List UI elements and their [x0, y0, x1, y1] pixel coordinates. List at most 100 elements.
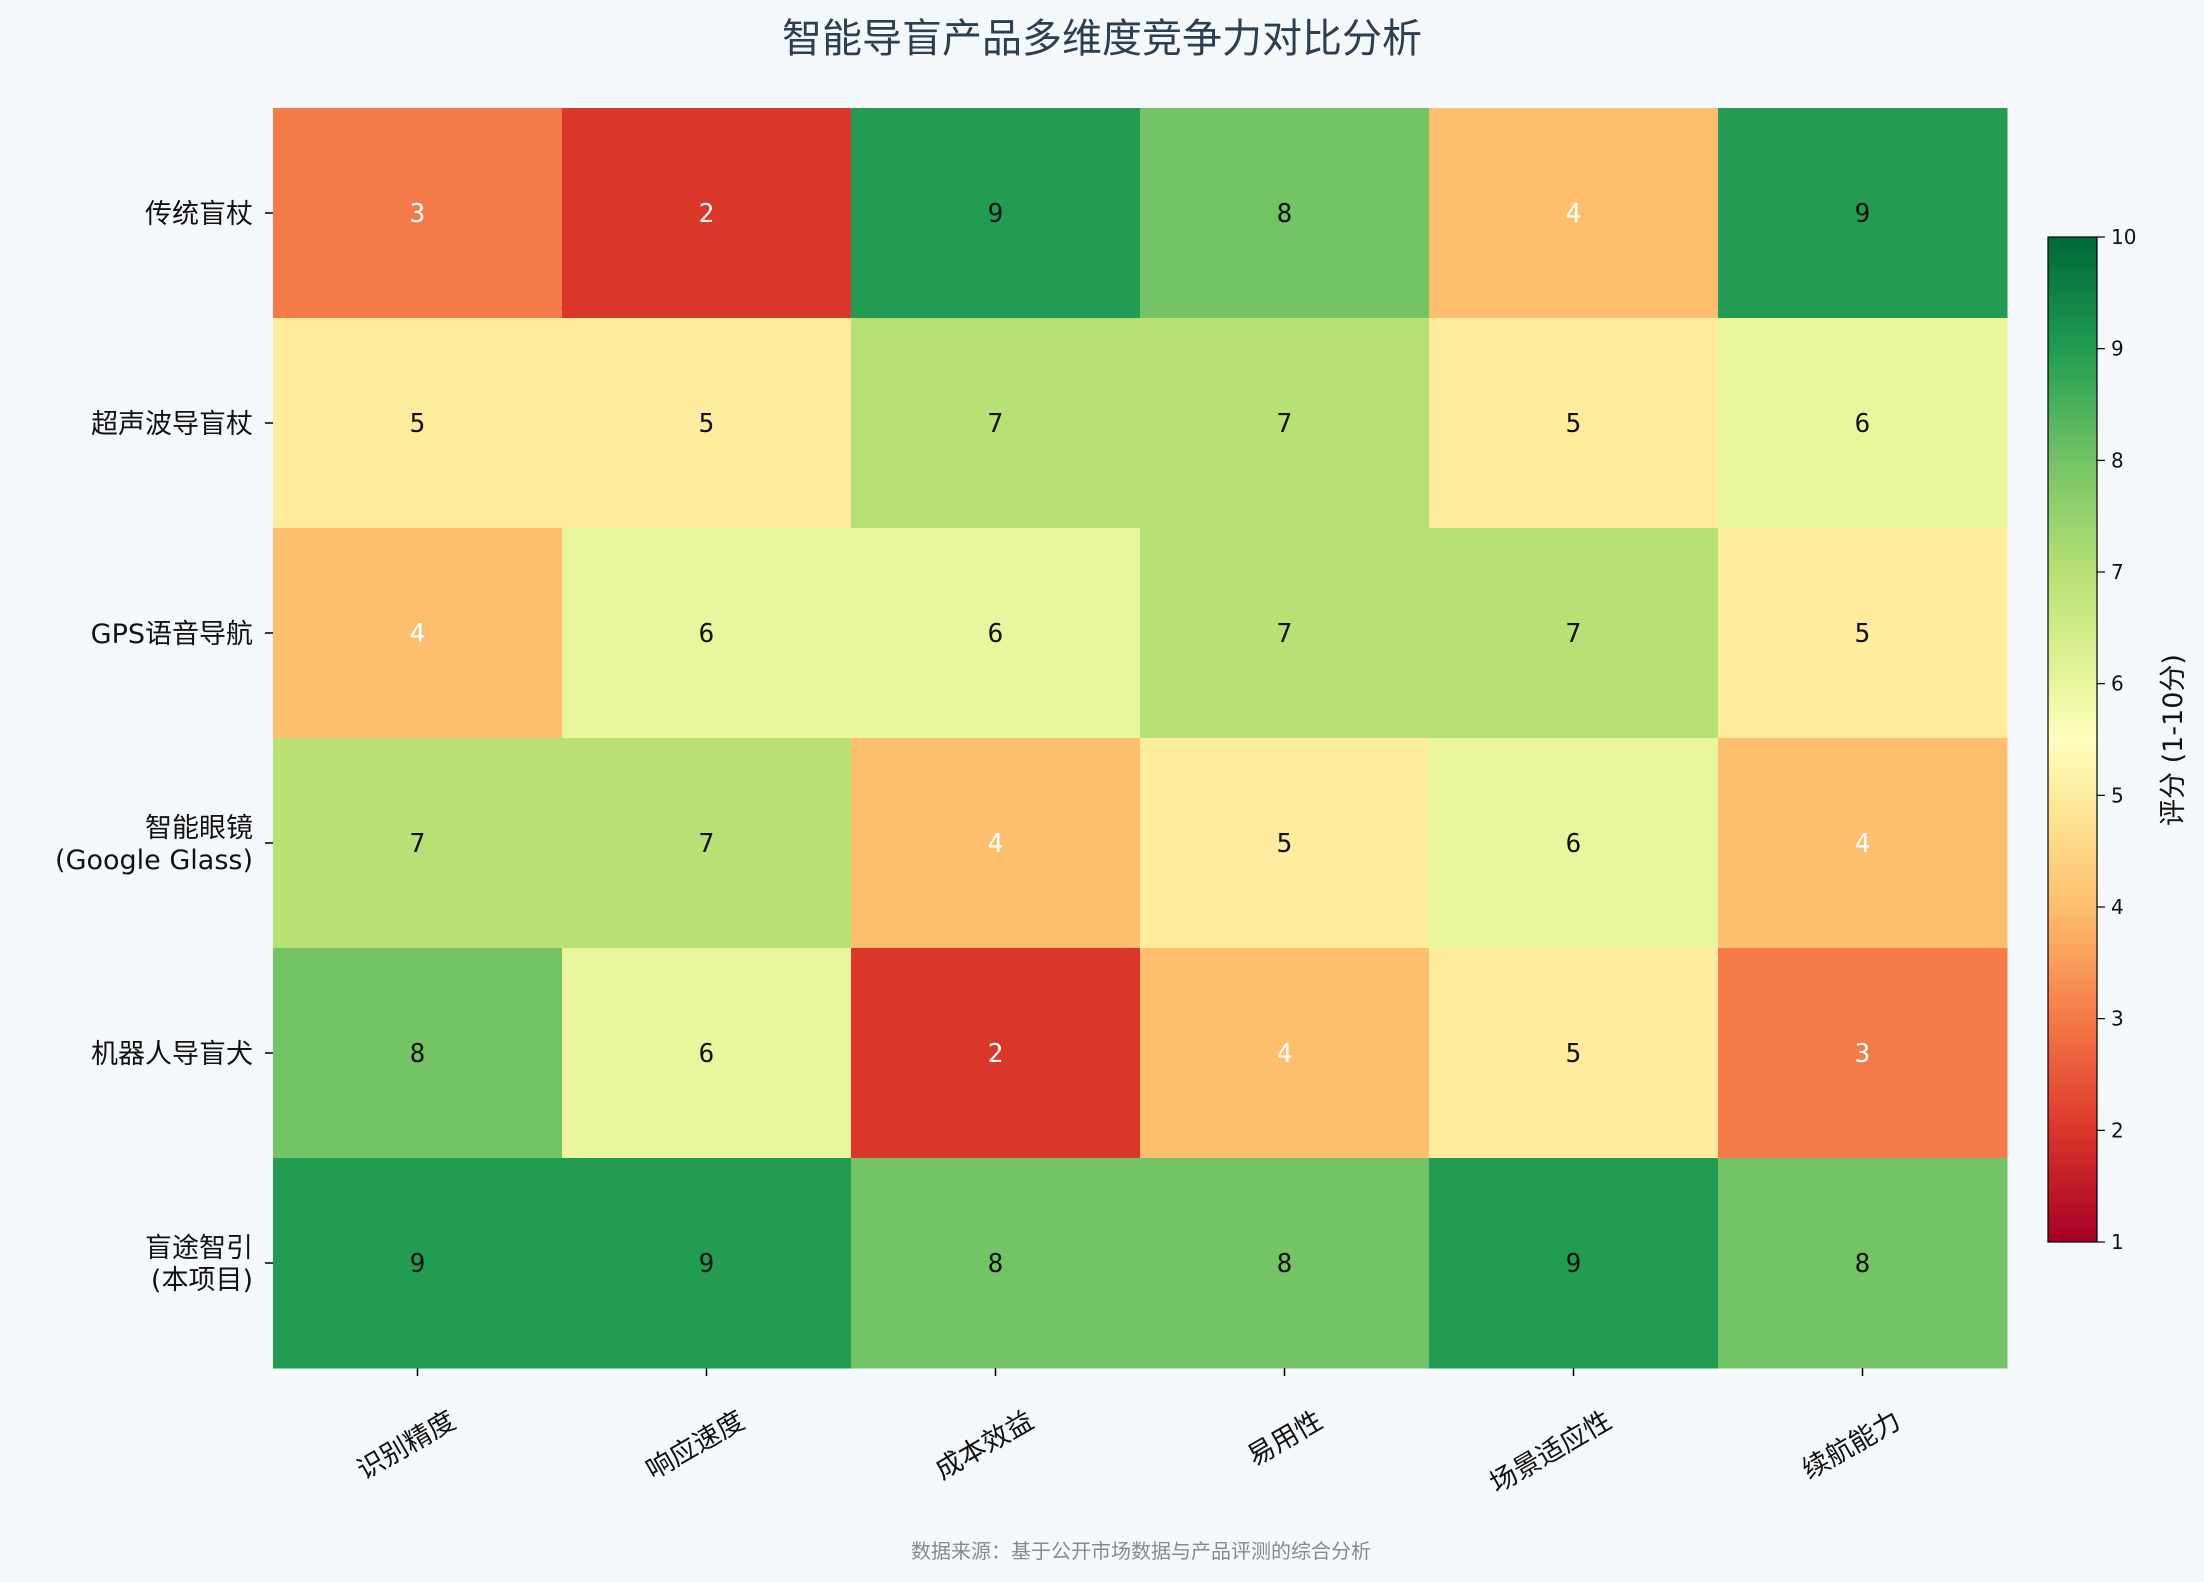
cell-value-label: 7 — [1566, 619, 1582, 649]
row-label: 盲途智引 — [145, 1233, 253, 1264]
column-label: 易用性 — [1242, 1405, 1328, 1472]
heatmap-cell — [1429, 318, 1719, 529]
heatmap-cell — [851, 738, 1141, 949]
heatmap-cell — [1429, 108, 1719, 319]
colorbar-tick-label: 4 — [2111, 895, 2124, 919]
colorbar-tick-label: 1 — [2111, 1230, 2124, 1254]
heatmap-cell — [1140, 1158, 1430, 1369]
cell-value-label: 5 — [1277, 829, 1293, 859]
column-label: 响应速度 — [641, 1405, 750, 1486]
cell-value-label: 3 — [410, 199, 426, 229]
cell-value-label: 9 — [699, 1249, 715, 1279]
heatmap-cell — [1718, 108, 2008, 319]
heatmap-cell — [1140, 738, 1430, 949]
cell-value-label: 4 — [410, 619, 426, 649]
colorbar-label: 评分 (1-10分) — [2158, 654, 2189, 826]
row-label: 机器人导盲犬 — [91, 1039, 253, 1070]
cell-value-label: 4 — [1277, 1039, 1293, 1069]
heatmap-cell — [562, 108, 852, 319]
cell-value-label: 4 — [988, 829, 1004, 859]
cell-value-label: 8 — [410, 1039, 426, 1069]
column-label: 识别精度 — [352, 1405, 461, 1486]
heatmap-cell — [1718, 528, 2008, 739]
cell-value-label: 7 — [410, 829, 426, 859]
cell-value-label: 9 — [1855, 199, 1871, 229]
heatmap-cell — [851, 318, 1141, 529]
row-label: 智能眼镜 — [145, 813, 253, 844]
cell-value-label: 4 — [1566, 199, 1582, 229]
heatmap-cell — [273, 108, 563, 319]
cell-value-label: 5 — [1566, 1039, 1582, 1069]
heatmap-cell — [851, 1158, 1141, 1369]
heatmap-cell — [1429, 528, 1719, 739]
cell-value-label: 7 — [1277, 619, 1293, 649]
cell-value-label: 6 — [988, 619, 1004, 649]
column-label: 场景适应性 — [1485, 1405, 1617, 1499]
heatmap-cell — [562, 1158, 852, 1369]
heatmap-cell — [1429, 1158, 1719, 1369]
heatmap-cell — [273, 1158, 563, 1369]
cell-value-label: 7 — [988, 409, 1004, 439]
cell-value-label: 9 — [410, 1249, 426, 1279]
heatmap-cell — [273, 948, 563, 1159]
heatmap-cells: 3 2 9 8 4 9 5 5 7 7 5 6 4 6 6 7 7 5 7 7 4 5 6 4 8 6 2 4 5 3 9 9 8 8 9 8 — [265, 108, 2008, 1369]
heatmap-cell — [1140, 948, 1430, 1159]
chart-title: 智能导盲产品多维度竞争力对比分析 — [782, 16, 1422, 62]
colorbar-tick-label: 7 — [2111, 560, 2124, 584]
heatmap-cell — [1140, 318, 1430, 529]
cell-value-label: 6 — [699, 619, 715, 649]
heatmap-cell — [851, 528, 1141, 739]
heatmap-cell — [1429, 738, 1719, 949]
colorbar-tick-label: 6 — [2111, 672, 2124, 696]
colorbar-tick-label: 5 — [2111, 783, 2124, 807]
cell-value-label: 2 — [988, 1039, 1004, 1069]
cell-value-label: 4 — [1855, 829, 1871, 859]
heatmap-cell — [851, 948, 1141, 1159]
colorbar-tick-label: 3 — [2111, 1007, 2124, 1031]
cell-value-label: 5 — [410, 409, 426, 439]
row-label: (Google Glass) — [55, 845, 253, 876]
row-label: 传统盲杖 — [145, 199, 253, 230]
heatmap-cell — [273, 738, 563, 949]
heatmap-cell — [851, 108, 1141, 319]
heatmap-cell — [1140, 528, 1430, 739]
heatmap-cell — [562, 318, 852, 529]
cell-value-label: 9 — [1566, 1249, 1582, 1279]
cell-value-label: 8 — [988, 1249, 1004, 1279]
cell-value-label: 8 — [1277, 199, 1293, 229]
heatmap-cell — [1718, 738, 2008, 949]
heatmap-cell — [1718, 318, 2008, 529]
cell-value-label: 3 — [1855, 1039, 1871, 1069]
heatmap-cell — [562, 948, 852, 1159]
colorbar-tick-label: 10 — [2111, 225, 2136, 249]
heatmap-cell — [273, 528, 563, 739]
cell-value-label: 7 — [699, 829, 715, 859]
colorbar-tick-label: 8 — [2111, 448, 2124, 472]
cell-value-label: 6 — [1855, 409, 1871, 439]
cell-value-label: 2 — [699, 199, 715, 229]
cell-value-label: 9 — [988, 199, 1004, 229]
heatmap-cell — [562, 738, 852, 949]
heatmap-cell — [1718, 1158, 2008, 1369]
colorbar-tick-label: 9 — [2111, 337, 2124, 361]
column-label: 成本效益 — [930, 1405, 1039, 1486]
colorbar-tick-label: 2 — [2111, 1118, 2124, 1142]
cell-value-label: 5 — [1855, 619, 1871, 649]
cell-value-label: 6 — [1566, 829, 1582, 859]
row-label: 超声波导盲杖 — [91, 409, 253, 440]
cell-value-label: 5 — [699, 409, 715, 439]
cell-value-label: 8 — [1855, 1249, 1871, 1279]
cell-value-label: 5 — [1566, 409, 1582, 439]
colorbar-gradient — [2047, 236, 2098, 1243]
data-source-note: 数据来源：基于公开市场数据与产品评测的综合分析 — [911, 1539, 1371, 1563]
cell-value-label: 6 — [699, 1039, 715, 1069]
heatmap-cell — [1140, 108, 1430, 319]
heatmap-cell — [1429, 948, 1719, 1159]
cell-value-label: 7 — [1277, 409, 1293, 439]
row-label: (本项目) — [151, 1265, 253, 1296]
cell-value-label: 8 — [1277, 1249, 1293, 1279]
heatmap-cell — [1718, 948, 2008, 1159]
